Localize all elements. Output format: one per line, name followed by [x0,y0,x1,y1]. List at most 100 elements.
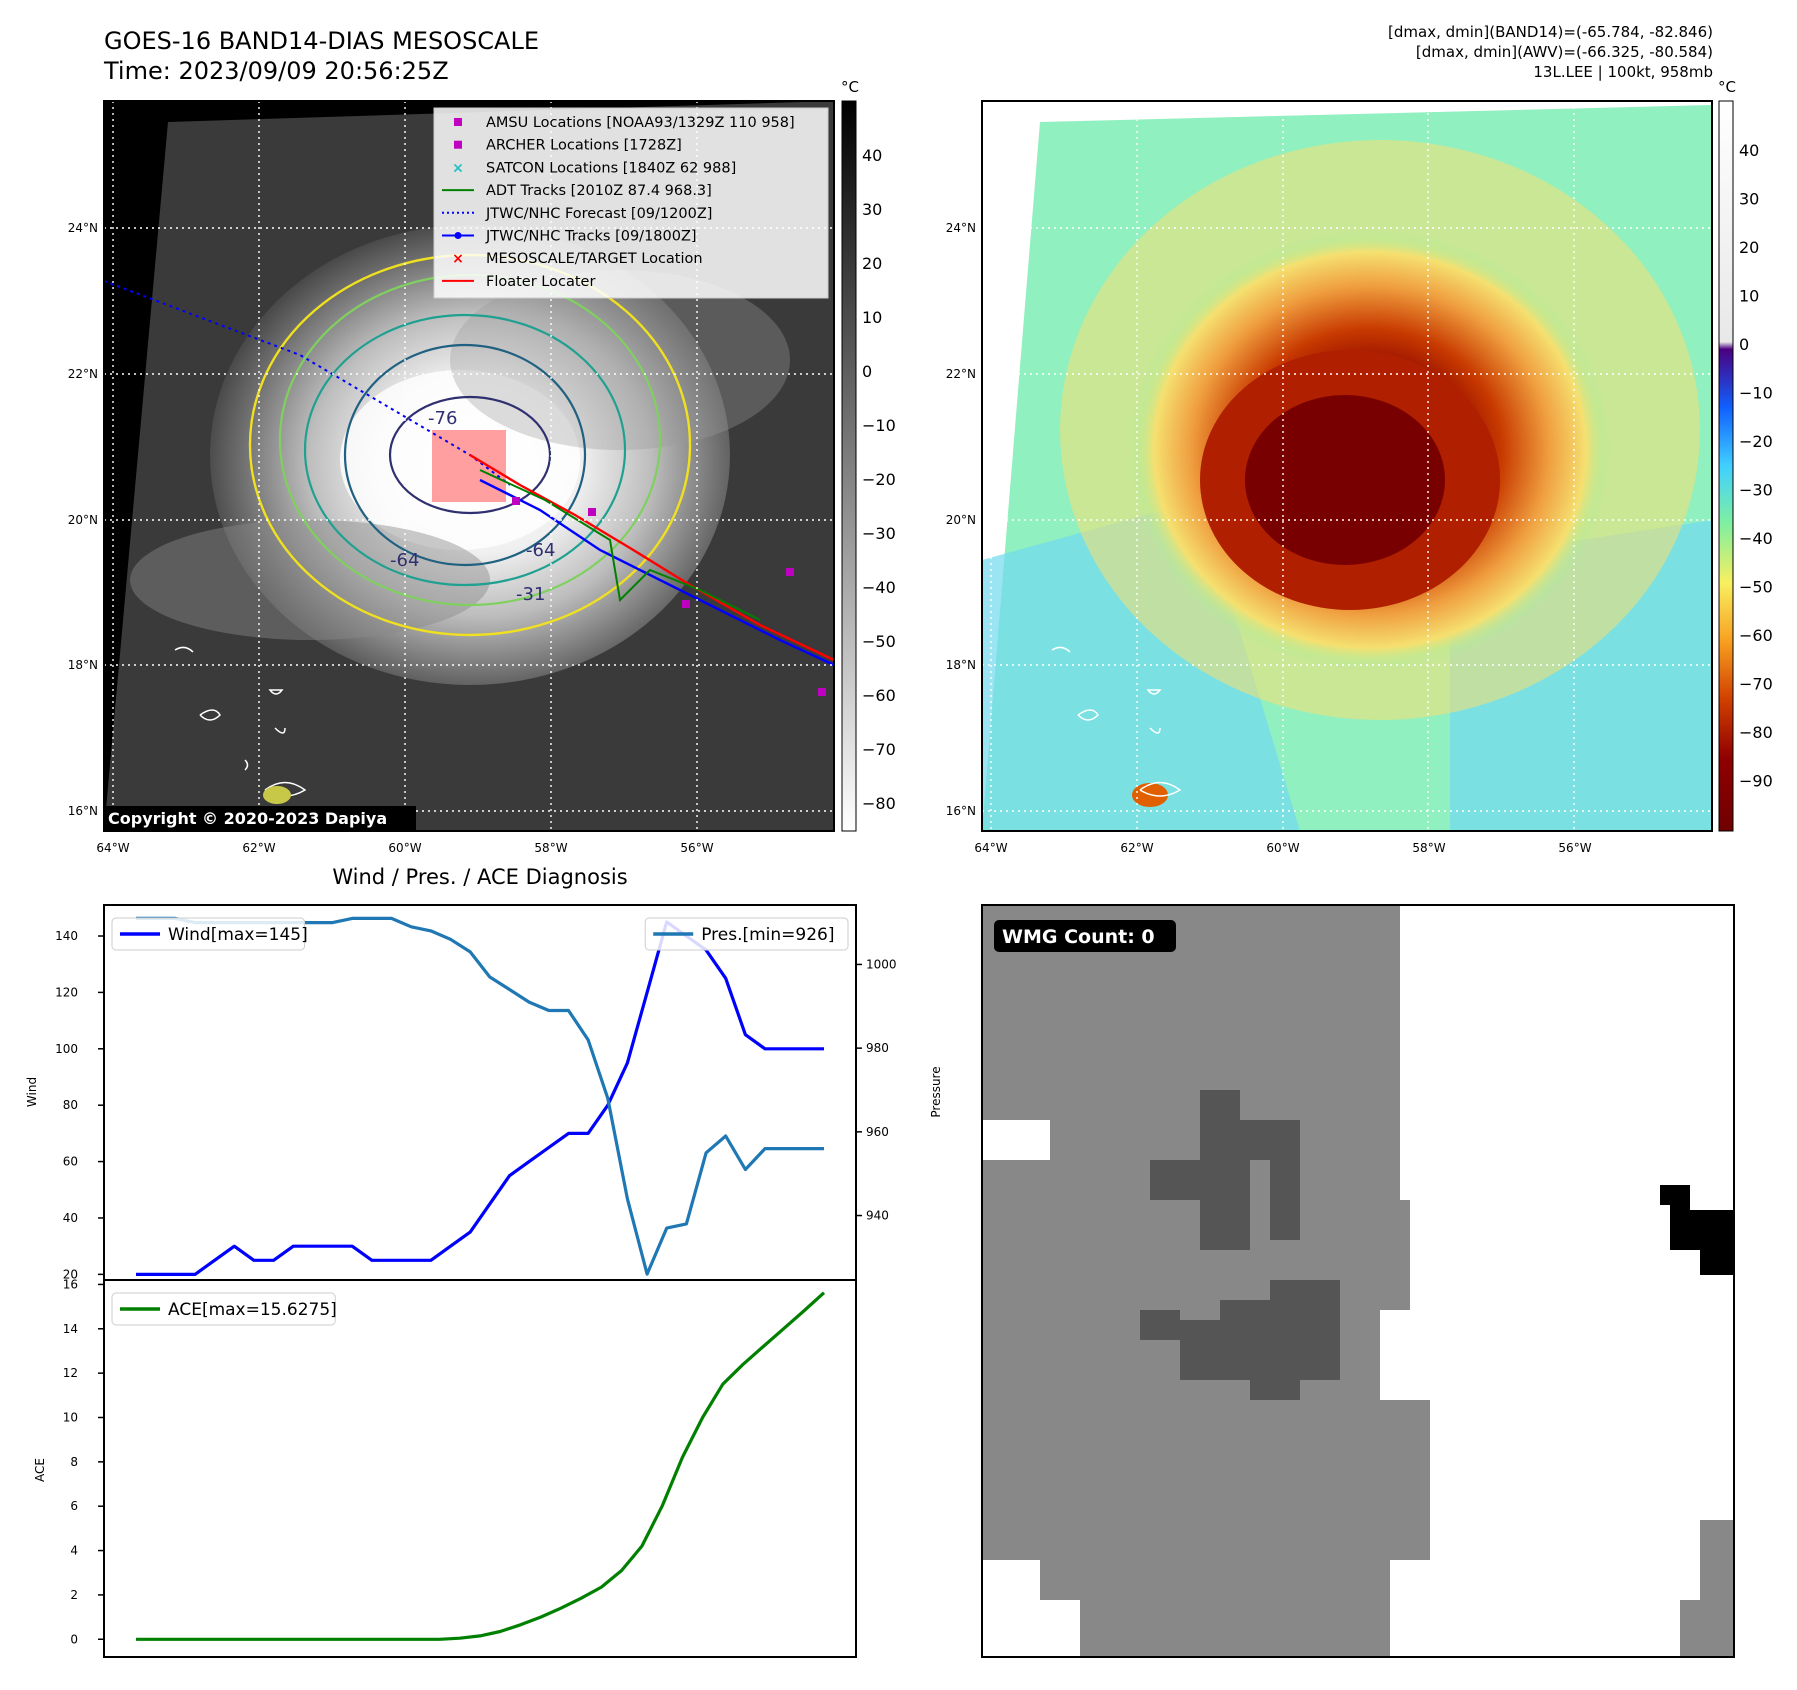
ir-colorbar-tick: −20 [862,470,896,489]
awv-colorbar-tick: −40 [1739,529,1773,548]
wind-tick-label: 100 [55,1042,78,1056]
wind-tick-label: 80 [63,1098,78,1112]
awv-gridlines [982,101,1712,831]
adt-track [479,469,761,621]
jtwc-track [479,478,834,667]
pressure-axis-label: Pressure [929,1066,943,1117]
contour-label: -76 [428,408,457,429]
lon-tick-label: 58°W [1412,841,1445,855]
figure-title: GOES-16 BAND14-DIAS MESOSCALE Time: 2023… [104,26,539,86]
ir-legend-entry: × MESOSCALE/TARGET Location [452,251,702,267]
legend-x-marker: × [452,251,464,267]
tick-labels: 24°N 22°N 20°N 18°N 16°N 64°W 62°W 60°W 58°W 56°W… [55,115,1773,1646]
ir-contour-labels: -76 -64 -64 -31 [390,408,555,605]
ir-colorbar-tick: −80 [862,794,896,813]
awv-colorbar-tick: 20 [1739,238,1759,257]
ir-legend-entry: ARCHER Locations [1728Z] [454,138,682,154]
ir-colorbar [841,100,857,832]
series-line [136,920,824,1277]
ace-tick-label: 8 [70,1455,78,1469]
lon-tick-label: 60°W [388,841,421,855]
lat-tick-label: 16°N [946,804,976,818]
ir-colorbar-tick: 0 [862,362,872,381]
guadeloupe-highlight [263,786,291,804]
forecast-track [104,280,511,486]
ir-legend-label: ADT Tracks [2010Z 87.4 968.3] [486,183,712,199]
ace-plot-frame [103,1279,857,1658]
ir-legend-entry: ADT Tracks [2010Z 87.4 968.3] [442,183,712,199]
pressure-tick-label: 980 [866,1041,889,1055]
ace-tick-label: 16 [63,1277,78,1291]
contour-label: -31 [516,584,545,605]
ir-legend-label: MESOSCALE/TARGET Location [486,251,703,267]
wmg-badge-text: WMG Count: 0 [1002,926,1155,948]
lon-tick-label: 62°W [242,841,275,855]
ir-colorbar-tick: 30 [862,200,882,219]
lat-tick-label: 22°N [68,367,98,381]
awv-colorbar-tick: −30 [1739,481,1773,500]
wind-tick-label: 20 [63,1267,78,1281]
plot-legend: Pres.[min=926] [644,917,849,951]
wind-tick-label: 40 [63,1211,78,1225]
ir-legend-entry: AMSU Locations [NOAA93/1329Z 110 958] [454,115,795,131]
legend-square-marker [454,140,462,149]
awv-colorbar-tick: 0 [1739,335,1749,354]
awv-colorbar-tick: 30 [1739,190,1759,209]
legend-frame [111,917,306,951]
wind-tick-label: 120 [55,985,78,999]
ir-colorbar-tick: −10 [862,416,896,435]
ir-colorbar-tick: −50 [862,632,896,651]
ir-colorbar-tick: −30 [862,524,896,543]
wind-axis-label: Wind [25,1077,39,1107]
ir-colorbar-tick: −70 [862,740,896,759]
lon-tick-label: 56°W [1558,841,1591,855]
band14-range: [dmax, dmin](BAND14)=(-65.784, -82.846) [1388,23,1713,41]
awv-image [982,101,1712,831]
ir-legend-label: ARCHER Locations [1728Z] [486,138,682,154]
ace-axis-label: ACE [33,1458,47,1482]
awv-colorbar-tick: −50 [1739,578,1773,597]
ir-legend [433,107,829,299]
series-line [136,1291,826,1641]
copyright-box [104,806,416,830]
lon-tick-label: 64°W [974,841,1007,855]
awv-colorbar-tick: 40 [1739,141,1759,160]
ir-colorbar-tick: 40 [862,146,882,165]
lat-tick-label: 24°N [946,221,976,235]
ir-legend-entry: Floater Locater [442,274,595,290]
awv-colorbar-tick: −60 [1739,626,1773,645]
awv-colorbar-tick: −10 [1739,384,1773,403]
legend-dot [454,232,462,239]
ir-colorbar-unit: °C [841,78,859,96]
ace-tick-label: 4 [70,1544,78,1558]
plot-legend: ACE[max=15.6275] [111,1292,337,1326]
legend-x-marker: × [452,160,464,176]
plot-legends: Wind[max=145] Pres.[min=926] ACE[max=15.62… [111,917,849,1326]
copyright-text: Copyright © 2020-2023 Dapiya [108,809,387,828]
ir-legend-label: Floater Locater [486,274,595,290]
wind-tick-label: 140 [55,929,78,943]
lat-tick-label: 22°N [946,367,976,381]
wmg-image [982,905,1734,1657]
amsu-markers [512,497,826,696]
title-line-2: Time: 2023/09/09 20:56:25Z [104,57,449,85]
ace-tick-label: 2 [70,1588,78,1602]
plot-legend: Wind[max=145] [111,917,308,951]
ace-tick-label: 0 [70,1632,78,1646]
ir-legend-entry: JTWC/NHC Forecast [09/1200Z] [442,206,712,222]
mesoscale-target-box [432,430,506,502]
ir-legend-label: SATCON Locations [1840Z 62 988] [486,160,736,176]
awv-colorbar-tick: −90 [1739,772,1773,791]
legend-frame [111,1292,336,1326]
pressure-tick-label: 1000 [866,957,897,971]
ir-legend-entry: JTWC/NHC Tracks [09/1800Z] [442,229,697,245]
awv-range: [dmax, dmin](AWV)=(-66.325, -80.584) [1415,43,1713,61]
legend-frame [644,917,849,951]
ir-legend-label: JTWC/NHC Tracks [09/1800Z] [485,229,697,245]
ace-tick-label: 14 [63,1322,78,1336]
pressure-tick-label: 960 [866,1125,889,1139]
legend-label: Pres.[min=926] [701,925,834,945]
ir-colorbar-tick: 20 [862,254,882,273]
lon-tick-label: 62°W [1120,841,1153,855]
